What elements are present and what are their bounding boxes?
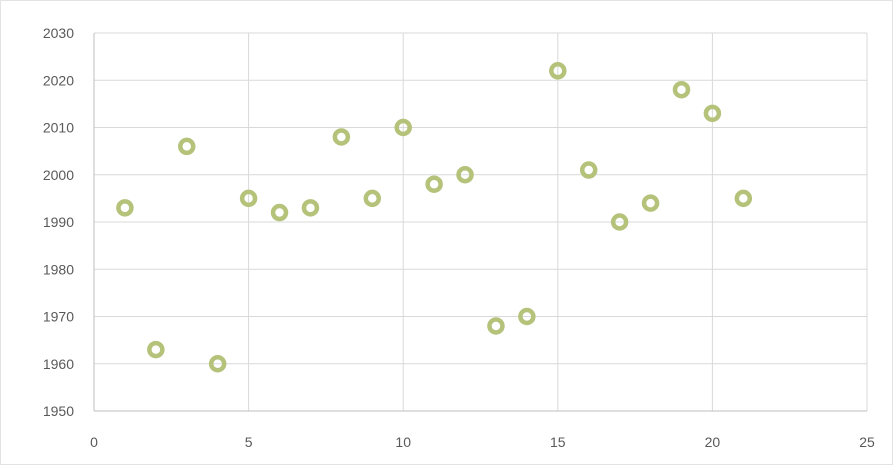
x-tick-label: 10: [395, 434, 411, 450]
scatter-point: [641, 194, 660, 212]
data-points: [116, 62, 753, 373]
scatter-point: [147, 340, 165, 359]
x-tick-label: 15: [550, 434, 566, 450]
scatter-point: [425, 175, 443, 193]
scatter-point: [239, 189, 258, 208]
scatter-point: [734, 189, 753, 208]
gridlines: [94, 32, 868, 411]
scatter-point: [301, 199, 320, 217]
x-tick-label: 5: [245, 434, 253, 450]
scatter-point: [332, 128, 351, 146]
axes: [93, 33, 867, 412]
scatter-point: [579, 161, 598, 179]
scatter-point: [208, 355, 227, 373]
scatter-point: [394, 118, 412, 137]
y-tick-label: 1990: [43, 214, 74, 230]
y-tick-label: 1980: [43, 261, 74, 277]
tick-labels: 1950 1960 1970 1980 1990 2000 2010 2020 2030 0 5 10…: [43, 25, 875, 450]
scatter-point: [610, 213, 629, 231]
scatter-point: [672, 80, 691, 99]
scatter-point: [116, 199, 134, 217]
x-tick-label: 0: [90, 434, 98, 450]
y-tick-label: 2010: [43, 120, 74, 136]
scatter-point: [456, 166, 474, 184]
scatter-point: [363, 189, 382, 208]
y-tick-label: 2020: [43, 72, 74, 88]
y-tick-label: 1950: [43, 403, 74, 419]
y-tick-label: 2000: [43, 167, 74, 183]
x-tick-label: 20: [705, 434, 721, 450]
y-tick-label: 1960: [43, 356, 74, 372]
x-tick-label: 25: [859, 434, 875, 450]
scatter-point: [487, 317, 505, 335]
scatter-point: [703, 104, 722, 123]
y-tick-label: 1970: [43, 309, 74, 325]
scatter-point: [549, 62, 567, 80]
scatter-point: [270, 203, 289, 222]
scatter-point: [518, 307, 536, 326]
scatter-point: [178, 137, 196, 156]
y-tick-label: 2030: [43, 25, 74, 41]
